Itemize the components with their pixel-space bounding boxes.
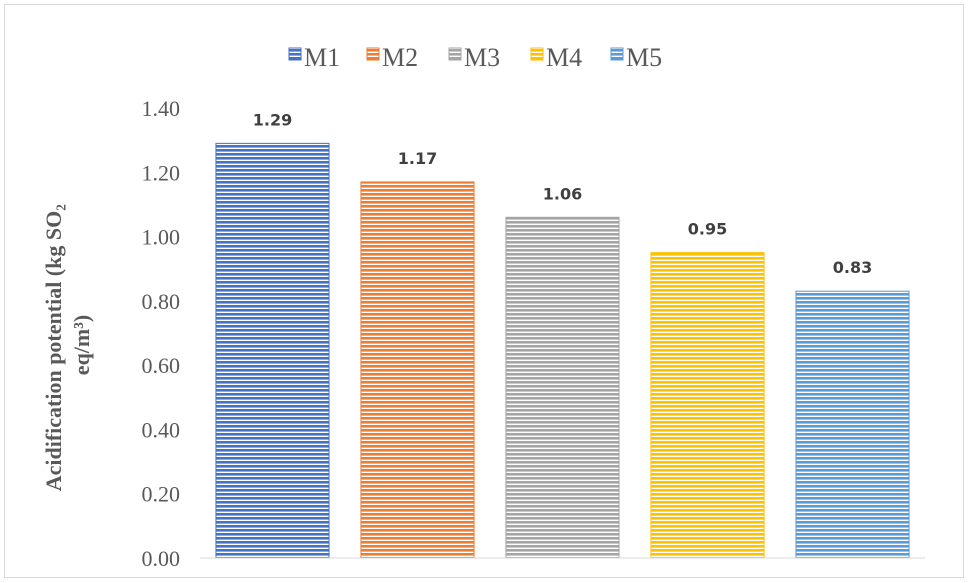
y-tick-label: 0.40 bbox=[142, 417, 181, 442]
y-tick-label: 1.40 bbox=[142, 96, 181, 121]
legend-swatch-m5 bbox=[610, 47, 624, 61]
y-tick-label: 0.20 bbox=[142, 482, 181, 507]
data-label-m1: 1.29 bbox=[253, 110, 292, 129]
data-label-m3: 1.06 bbox=[543, 184, 582, 203]
legend-swatch-m3 bbox=[448, 47, 462, 61]
data-label-m4: 0.95 bbox=[688, 220, 727, 239]
bar-m4 bbox=[650, 252, 765, 559]
bar-chart: M1 M2 M3 M4 M5 0.00 0.20 0.40 0.60 0.80 1.00 1.20 1… bbox=[41, 43, 925, 571]
bar-m1 bbox=[215, 142, 330, 559]
legend-label-m5: M5 bbox=[626, 43, 662, 72]
legend: M1 M2 M3 M4 M5 bbox=[288, 43, 662, 72]
y-tick-label: 1.20 bbox=[142, 160, 181, 185]
bar-m5 bbox=[795, 290, 910, 559]
legend-swatch-m4 bbox=[530, 47, 544, 61]
legend-swatch-m1 bbox=[288, 47, 302, 61]
y-axis-title-line1: Acidification potential (kg SO₂ bbox=[41, 204, 66, 492]
y-tick-label: 0.60 bbox=[142, 353, 181, 378]
data-label-m5: 0.83 bbox=[833, 258, 872, 277]
legend-label-m2: M2 bbox=[382, 43, 418, 72]
y-axis-title: Acidification potential (kg SO₂ eq/m³) bbox=[41, 199, 94, 492]
legend-label-m3: M3 bbox=[464, 43, 500, 72]
data-label-m2: 1.17 bbox=[398, 149, 437, 168]
data-labels: 1.29 1.17 1.06 0.95 0.83 bbox=[253, 110, 872, 277]
bar-m2 bbox=[360, 181, 475, 559]
legend-swatch-m2 bbox=[366, 47, 380, 61]
y-axis-ticks: 0.00 0.20 0.40 0.60 0.80 1.00 1.20 1.40 bbox=[142, 96, 181, 571]
y-tick-label: 0.00 bbox=[142, 546, 181, 571]
y-tick-label: 1.00 bbox=[142, 225, 181, 250]
chart-frame: M1 M2 M3 M4 M5 0.00 0.20 0.40 0.60 0.80 1.00 1.20 1… bbox=[4, 4, 964, 578]
y-axis-title-line2: eq/m³) bbox=[69, 315, 94, 375]
y-tick-label: 0.80 bbox=[142, 289, 181, 314]
bars bbox=[215, 142, 910, 559]
legend-label-m1: M1 bbox=[304, 43, 340, 72]
bar-m3 bbox=[505, 216, 620, 559]
legend-label-m4: M4 bbox=[546, 43, 582, 72]
